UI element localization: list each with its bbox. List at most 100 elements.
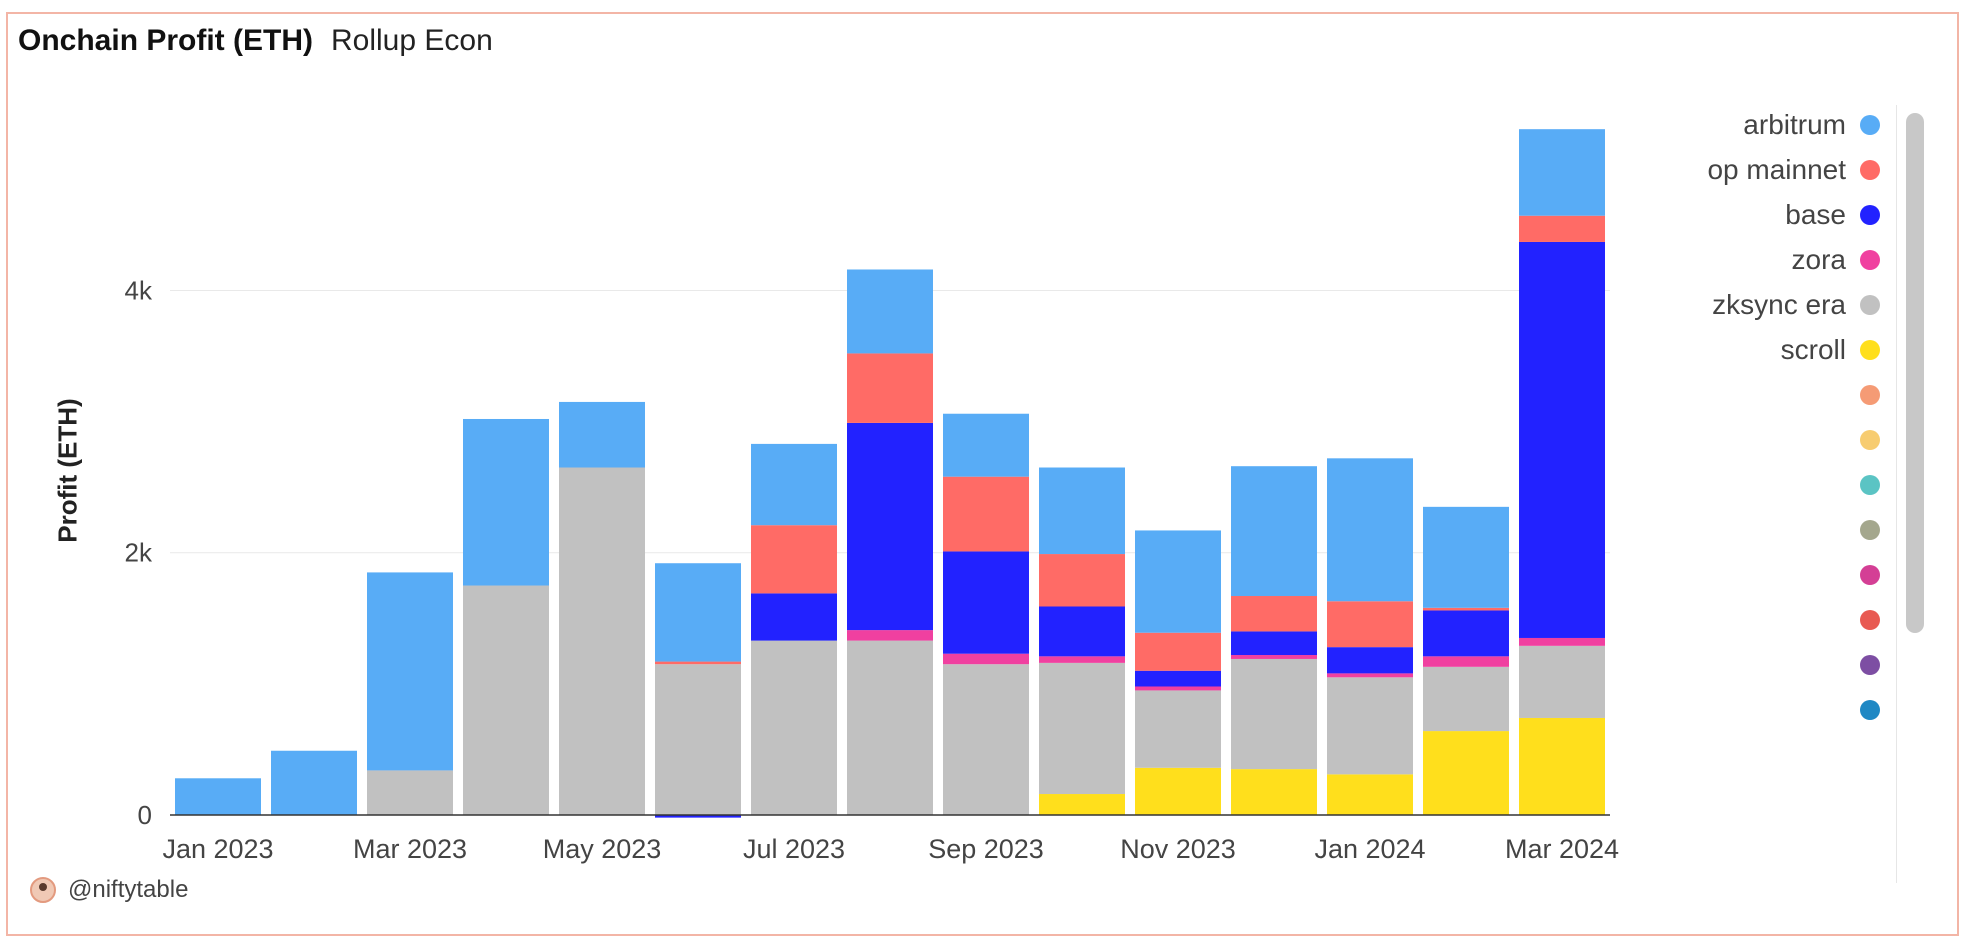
bar-segment — [367, 572, 453, 771]
bar-segment — [943, 476, 1029, 552]
legend-swatch — [1860, 160, 1880, 180]
bar-segment — [1135, 530, 1221, 633]
legend-item[interactable] — [1846, 375, 1880, 415]
bar-segment — [463, 585, 549, 815]
legend-swatch — [1860, 700, 1880, 720]
y-axis-title: Profit (ETH) — [52, 398, 83, 543]
chart-title: Onchain Profit (ETH) — [18, 24, 313, 57]
legend-swatch — [1860, 610, 1880, 630]
bar-segment — [751, 443, 837, 526]
bar-segment — [1135, 670, 1221, 687]
legend-swatch — [1860, 475, 1880, 495]
legend-swatch — [1860, 385, 1880, 405]
legend-swatch — [1860, 655, 1880, 675]
bar-segment — [1519, 129, 1605, 216]
bar-segment — [847, 353, 933, 423]
bar-segment — [1135, 767, 1221, 815]
attribution[interactable]: @niftytable — [30, 876, 188, 904]
bar-segment — [1519, 215, 1605, 242]
legend-item[interactable] — [1846, 510, 1880, 550]
bar-segment — [943, 551, 1029, 654]
bar-segment — [1327, 458, 1413, 602]
bar-segment — [943, 664, 1029, 815]
legend-item[interactable]: zora — [1792, 240, 1880, 280]
legend-swatch — [1860, 520, 1880, 540]
bar-segment — [1519, 241, 1605, 638]
attribution-handle: @niftytable — [68, 876, 189, 903]
bar-segment — [1039, 662, 1125, 795]
bar-segment — [847, 422, 933, 631]
legend-item[interactable]: zksync era — [1712, 285, 1880, 325]
legend-item[interactable] — [1846, 555, 1880, 595]
legend-swatch — [1860, 250, 1880, 270]
bar-segment — [1039, 656, 1125, 663]
bar-segment — [655, 815, 741, 818]
bar-segment — [1039, 467, 1125, 555]
legend-swatch — [1860, 295, 1880, 315]
x-tick-label: Jan 2023 — [162, 834, 273, 864]
bar-segment — [1135, 632, 1221, 671]
legend-swatch — [1860, 340, 1880, 360]
chart-subtitle: Rollup Econ — [331, 24, 493, 57]
legend-swatch — [1860, 205, 1880, 225]
legend-label: base — [1785, 199, 1846, 230]
bar-segment — [1327, 677, 1413, 775]
x-tick-label: Mar 2023 — [353, 834, 467, 864]
bar-segment — [655, 664, 741, 815]
bar-segment — [1135, 690, 1221, 768]
legend-item[interactable]: base — [1785, 195, 1880, 235]
bar-segment — [1231, 655, 1317, 659]
bar-segment — [1327, 673, 1413, 678]
bar-segment — [559, 401, 645, 468]
legend-item[interactable] — [1846, 600, 1880, 640]
bar-segment — [1519, 645, 1605, 718]
bar-segment — [1039, 554, 1125, 607]
bar-segment — [751, 593, 837, 641]
bar-segment — [1231, 596, 1317, 632]
chart-header: Onchain Profit (ETH) Rollup Econ — [18, 24, 493, 58]
legend-swatch — [1860, 430, 1880, 450]
legend-item[interactable]: arbitrum — [1743, 105, 1880, 145]
legend-label: zksync era — [1712, 289, 1846, 320]
bar-segment — [751, 525, 837, 594]
legend-label: arbitrum — [1743, 109, 1846, 140]
bar-segment — [847, 640, 933, 815]
legend-item[interactable] — [1846, 465, 1880, 505]
legend-item[interactable]: scroll — [1781, 330, 1880, 370]
legend-item[interactable] — [1846, 645, 1880, 685]
legend-label: op mainnet — [1707, 154, 1846, 185]
legend-scrollbar[interactable] — [1896, 105, 1929, 883]
bar-segment — [1231, 658, 1317, 770]
legend-scroll-thumb[interactable] — [1906, 113, 1924, 633]
y-tick-label: 4k — [125, 275, 153, 305]
bar-segment — [1423, 610, 1509, 657]
x-tick-label: Jan 2024 — [1314, 834, 1425, 864]
legend-item[interactable] — [1846, 690, 1880, 730]
bar-segment — [943, 413, 1029, 477]
bar-segment — [1231, 466, 1317, 597]
bar-segment — [271, 750, 357, 815]
x-tick-label: May 2023 — [543, 834, 662, 864]
bar-segment — [1423, 607, 1509, 611]
legend-item[interactable]: op mainnet — [1707, 150, 1880, 190]
bar-segment — [1327, 774, 1413, 815]
legend-label: scroll — [1780, 334, 1846, 365]
bar-segment — [655, 661, 741, 665]
legend-swatch — [1860, 115, 1880, 135]
x-tick-label: Jul 2023 — [743, 834, 845, 864]
bar-segment — [655, 563, 741, 662]
x-tick-label: Nov 2023 — [1120, 834, 1236, 864]
bar-segment — [1519, 717, 1605, 815]
legend-swatch — [1860, 565, 1880, 585]
x-tick-label: Mar 2024 — [1505, 834, 1619, 864]
bar-segment — [1327, 601, 1413, 648]
bar-segment — [847, 630, 933, 641]
legend-item[interactable] — [1846, 420, 1880, 460]
bar-segment — [175, 778, 261, 815]
legend-label: zora — [1791, 244, 1846, 275]
bar-segment — [1423, 506, 1509, 608]
avatar-icon — [30, 877, 56, 903]
bar-segment — [1135, 686, 1221, 691]
bar-segment — [943, 653, 1029, 665]
bar-segment — [1327, 647, 1413, 674]
